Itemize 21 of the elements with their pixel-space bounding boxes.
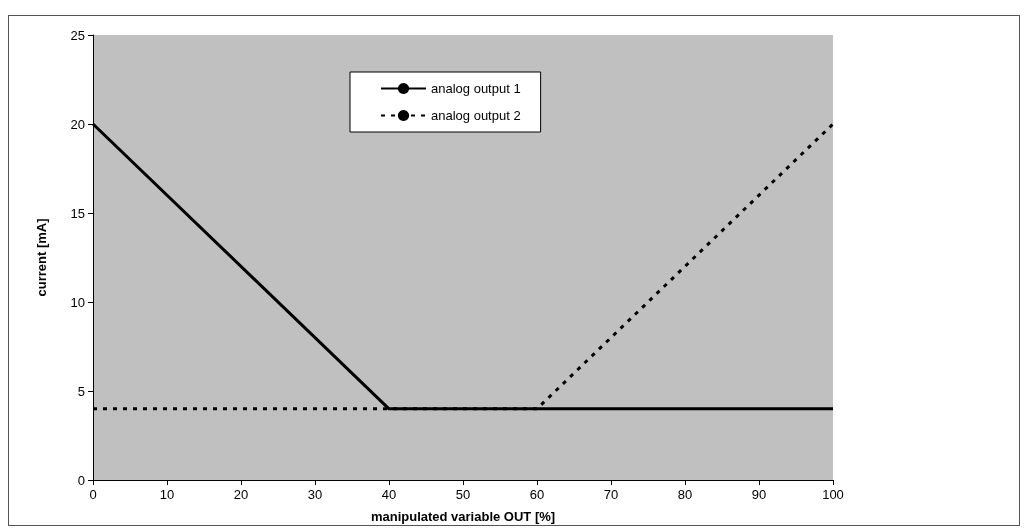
x-tick-label: 40 [381,487,397,502]
x-tick-label: 80 [677,487,693,502]
y-tick-label: 15 [70,205,85,221]
y-tick-label: 0 [77,472,85,488]
y-tick-label: 5 [77,383,85,399]
x-tick-label: 70 [603,487,619,502]
x-tick-label: 100 [822,487,844,502]
x-tick-label: 90 [751,487,767,502]
x-tick-label: 60 [529,487,545,502]
y-tick-label: 10 [70,294,85,310]
legend-label: analog output 2 [431,108,521,123]
x-tick-label: 0 [89,487,97,502]
legend-label: analog output 1 [431,81,521,96]
x-tick-label: 50 [455,487,471,502]
x-axis-title: manipulated variable OUT [%] [370,509,556,524]
x-tick-label: 30 [307,487,323,502]
x-tick-label: 20 [233,487,249,502]
y-tick-label: 20 [70,116,85,132]
y-tick-label: 25 [70,27,85,43]
x-tick-label: 10 [159,487,175,502]
y-axis-title: current [mA] [34,218,49,297]
